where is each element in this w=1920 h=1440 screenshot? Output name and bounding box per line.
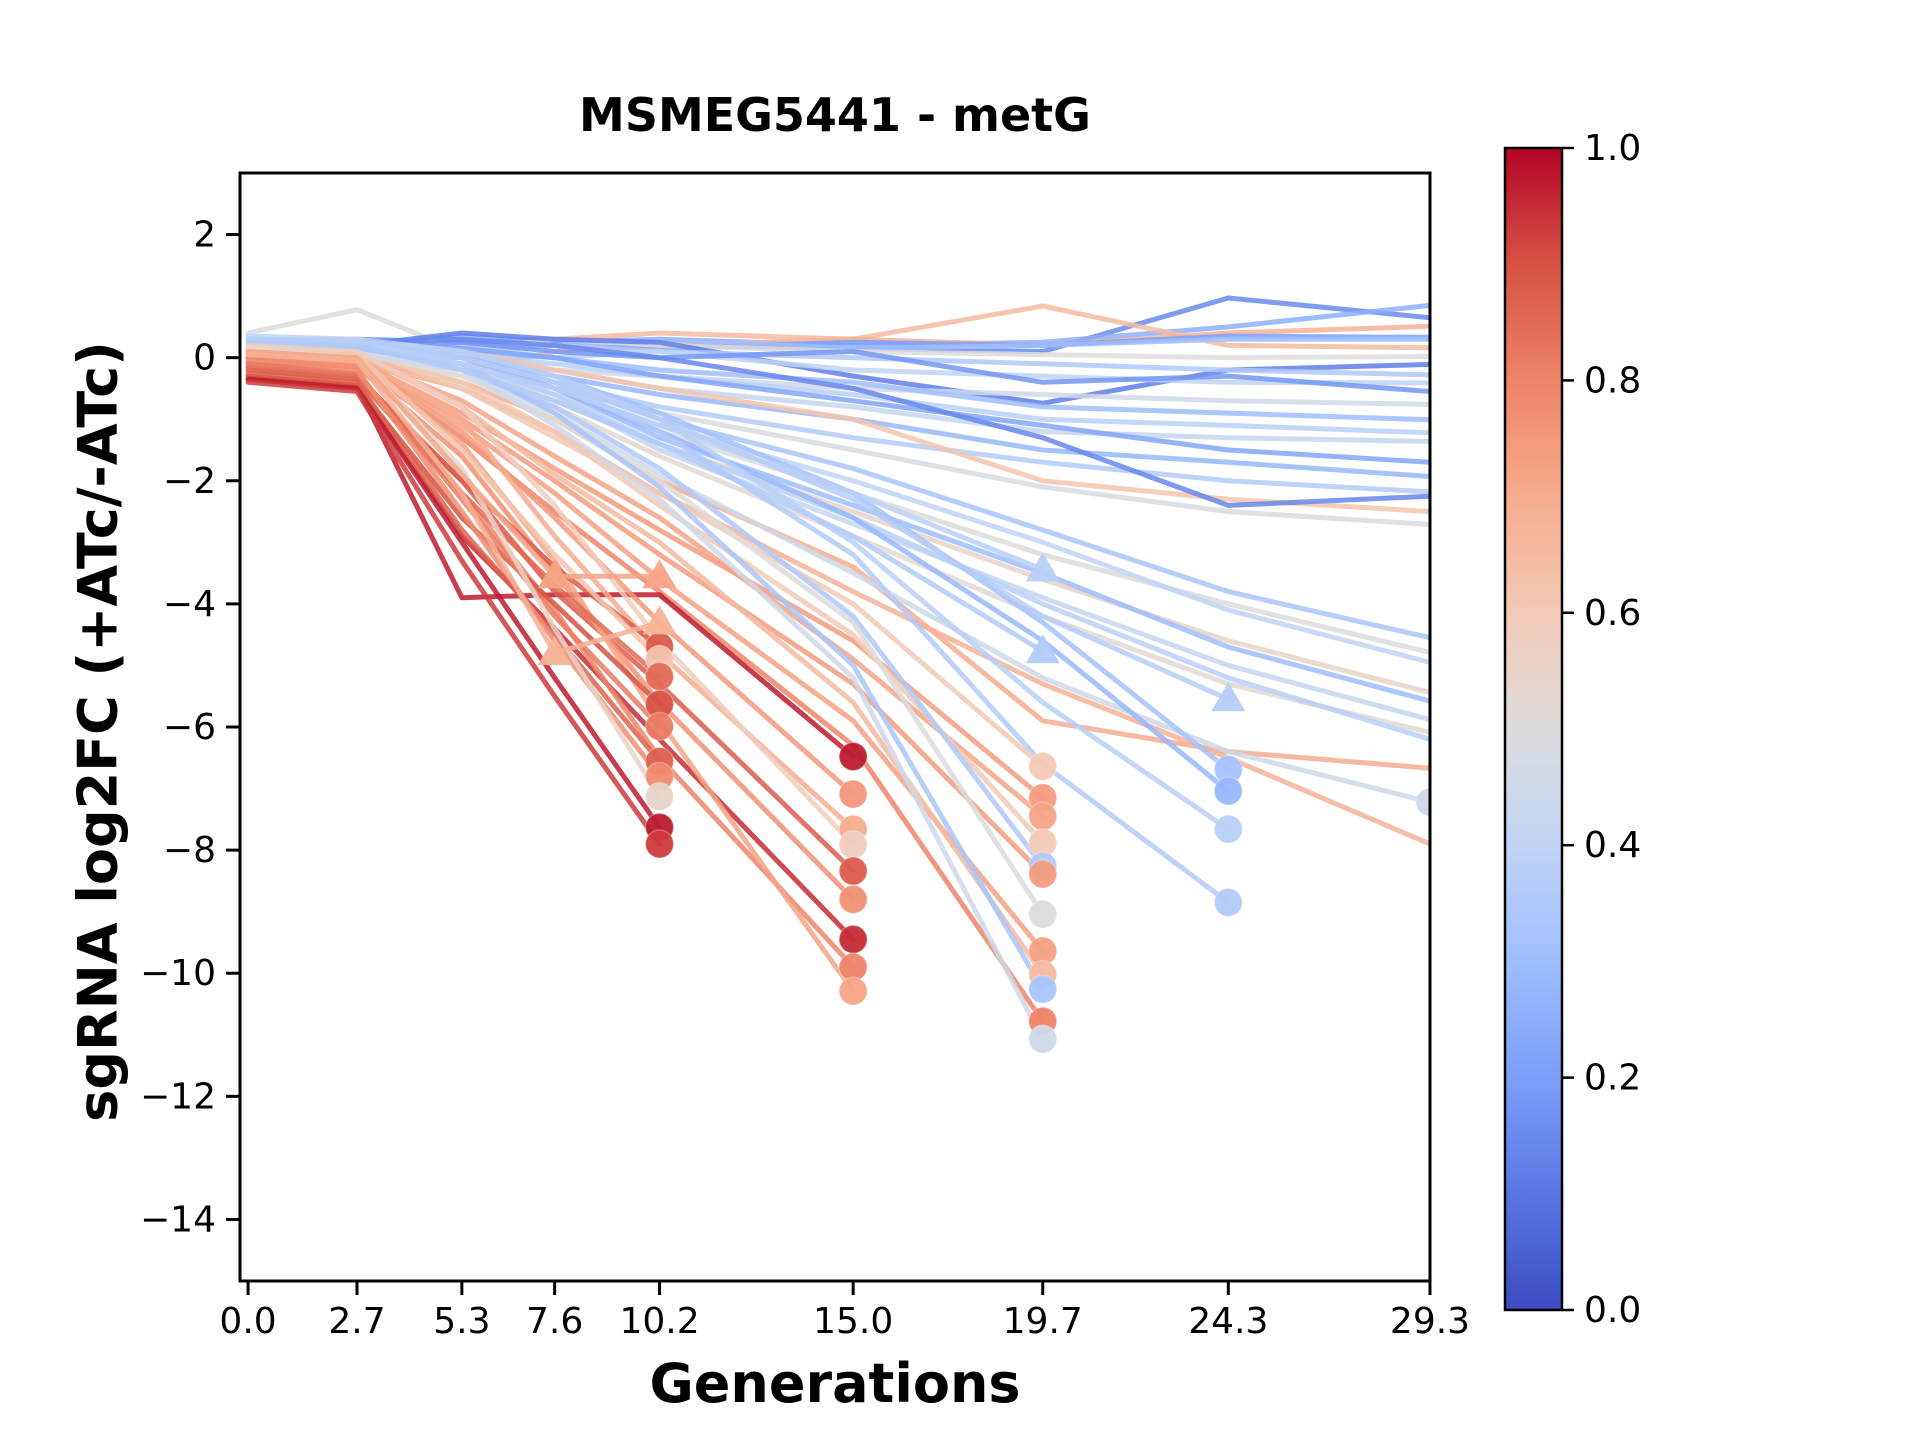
y-axis-ticks: 2 0 −2 −4 −6 −8 −10 −12 −14 xyxy=(140,215,240,1240)
colorbar-ticks: 0.0 0.2 0.4 0.6 0.8 1.0 xyxy=(1562,128,1641,1331)
series-line xyxy=(245,361,662,729)
end-marker-triangle xyxy=(642,605,677,635)
y-tick-label: −8 xyxy=(163,830,216,871)
chart-title: MSMEG5441 - metG xyxy=(579,88,1091,142)
end-marker-circle xyxy=(1027,801,1058,832)
end-marker-circle xyxy=(1213,814,1244,844)
end-marker-circle xyxy=(1213,776,1244,806)
end-marker-triangle xyxy=(1025,634,1060,664)
y-tick-label: 0 xyxy=(193,338,216,379)
series-lines-layer xyxy=(245,295,1430,1042)
y-tick-label: −4 xyxy=(163,584,216,625)
y-axis-label: sgRNA log2FC (+ATc/-ATc) xyxy=(66,341,130,1122)
end-marker-circle xyxy=(838,741,868,772)
end-marker-circle xyxy=(644,829,675,859)
x-tick-label: 19.7 xyxy=(1003,1301,1083,1342)
colorbar-tick-label: 0.4 xyxy=(1584,825,1641,866)
series-line xyxy=(245,352,662,656)
end-marker-triangle xyxy=(537,636,572,666)
x-tick-label: 7.6 xyxy=(526,1301,583,1342)
end-marker-circle xyxy=(838,976,868,1006)
end-marker-triangle xyxy=(642,559,677,589)
series-line xyxy=(245,373,662,707)
series-line xyxy=(245,336,1046,572)
series-line xyxy=(245,364,662,649)
end-marker-circle xyxy=(644,781,675,812)
y-tick-label: −12 xyxy=(140,1076,216,1117)
x-axis-ticks: 0.0 2.7 5.3 7.6 10.2 15.0 19.7 24.3 29.3 xyxy=(219,1281,1470,1342)
colorbar xyxy=(1503,146,1564,1312)
end-marker-circle xyxy=(1415,787,1430,817)
end-marker-circle xyxy=(1027,974,1058,1004)
series-line xyxy=(245,339,1046,992)
series-line xyxy=(245,355,856,902)
colorbar-tick-label: 0.0 xyxy=(1584,1290,1641,1331)
end-marker-circle xyxy=(1027,1024,1058,1054)
colorbar-tick-label: 0.6 xyxy=(1584,593,1641,634)
series-line xyxy=(245,339,1046,654)
x-tick-label: 2.7 xyxy=(328,1301,385,1342)
y-tick-label: 2 xyxy=(193,215,216,256)
y-tick-label: −2 xyxy=(163,461,216,502)
x-tick-label: 24.3 xyxy=(1188,1301,1268,1342)
x-tick-label: 0.0 xyxy=(219,1301,276,1342)
series-markers-layer xyxy=(537,552,1430,1054)
y-tick-label: −10 xyxy=(140,953,216,994)
y-tick-label: −14 xyxy=(140,1199,216,1240)
series-line xyxy=(245,307,1430,361)
end-marker-circle xyxy=(838,856,868,886)
series-line xyxy=(245,379,662,847)
end-marker-circle xyxy=(644,711,675,742)
x-tick-label: 5.3 xyxy=(433,1301,490,1342)
end-marker-circle xyxy=(1213,887,1244,918)
end-marker-circle xyxy=(644,661,675,692)
end-marker-circle xyxy=(1027,751,1058,782)
end-marker-circle xyxy=(838,924,868,955)
end-marker-triangle xyxy=(1211,682,1246,712)
end-marker-circle xyxy=(1027,899,1058,929)
end-marker-circle xyxy=(838,779,868,809)
end-marker-circle xyxy=(1027,859,1058,889)
y-tick-label: −6 xyxy=(163,707,216,748)
series-line xyxy=(245,376,662,830)
end-marker-circle xyxy=(838,829,868,860)
series-line xyxy=(245,349,662,579)
x-tick-label: 15.0 xyxy=(813,1301,893,1342)
x-axis-label: Generations xyxy=(649,1352,1021,1415)
colorbar-tick-label: 0.2 xyxy=(1584,1058,1641,1099)
x-tick-label: 10.2 xyxy=(619,1301,699,1342)
x-tick-label: 29.3 xyxy=(1390,1301,1470,1342)
colorbar-tick-label: 0.8 xyxy=(1584,360,1641,401)
series-line xyxy=(245,333,1231,832)
series-line xyxy=(245,370,662,764)
series-line xyxy=(245,342,856,848)
end-marker-circle xyxy=(838,884,868,915)
end-marker-triangle xyxy=(537,559,572,589)
end-marker-triangle xyxy=(1025,552,1060,582)
colorbar-tick-label: 1.0 xyxy=(1584,128,1641,169)
